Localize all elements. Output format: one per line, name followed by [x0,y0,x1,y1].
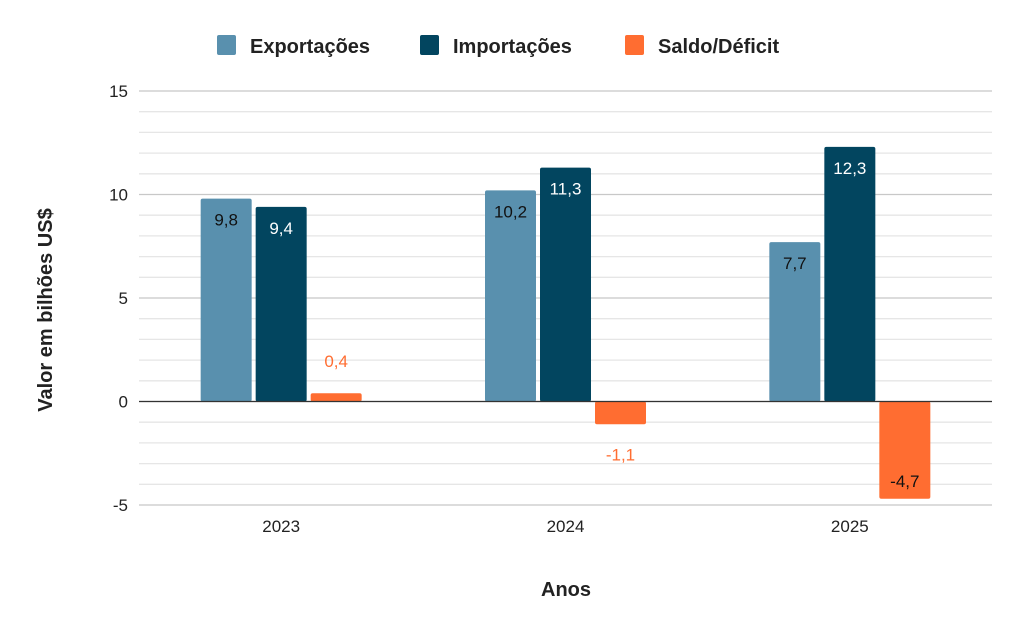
bar-saldodficit-2025 [879,401,931,499]
x-tick-label: 2023 [262,517,300,536]
bar-saldodficit-2023 [310,393,362,402]
y-tick-label: -5 [113,496,128,515]
bar-importaes-2023 [255,206,307,402]
bar-importaes-2025 [824,146,876,402]
bar-exportaes-2024 [485,190,536,402]
data-label: 9,8 [214,211,238,230]
bar-importaes-2024 [540,167,591,402]
y-axis-title: Valor em bilhões US$ [35,208,57,411]
x-tick-label: 2024 [547,517,585,536]
y-tick-label: 15 [109,82,128,101]
bar-exportaes-2025 [769,242,821,402]
data-label: 10,2 [494,202,527,221]
y-tick-label: 5 [119,289,128,308]
legend-label: Exportações [250,36,370,58]
data-label: 9,4 [269,219,293,238]
y-tick-label: 10 [109,186,128,205]
legend-swatch [625,35,644,55]
legend-label: Importações [453,36,572,58]
data-label: -1,1 [606,445,635,464]
y-tick-label: 0 [119,393,128,412]
legend-swatch [420,35,439,55]
data-label: 11,3 [550,180,582,199]
x-axis-title: Anos [541,579,591,601]
legend-label: Saldo/Déficit [658,36,779,58]
data-label: 7,7 [783,254,807,273]
legend-swatch [217,35,236,55]
bar-saldodficit-2024 [595,401,646,425]
bar-exportaes-2023 [200,198,252,402]
data-label: -4,7 [890,472,919,491]
x-tick-label: 2025 [831,517,869,536]
data-label: 12,3 [833,159,866,178]
data-label: 0,4 [324,352,348,371]
